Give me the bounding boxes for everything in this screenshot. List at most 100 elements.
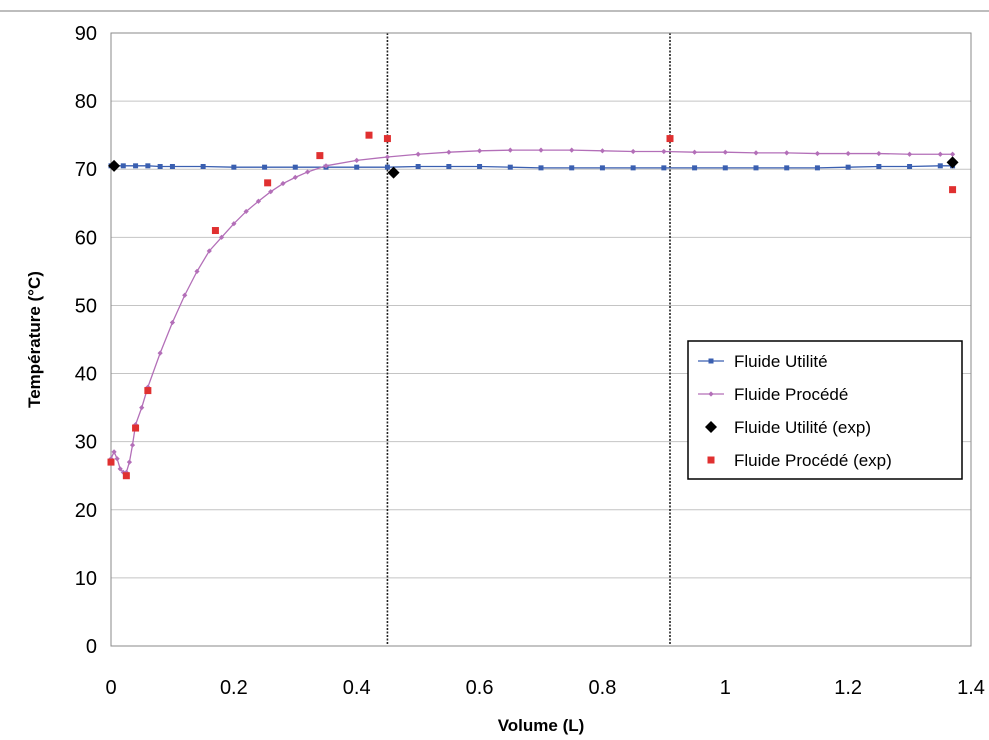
data-point	[264, 179, 272, 187]
y-tick-label: 60	[75, 227, 97, 249]
legend-swatch-marker	[708, 358, 714, 364]
y-tick-label: 10	[75, 568, 97, 590]
x-tick-label: 0.4	[343, 677, 371, 699]
y-tick-label: 70	[75, 159, 97, 181]
data-point	[316, 152, 324, 160]
data-point	[383, 135, 391, 143]
data-point	[599, 148, 606, 154]
x-tick-label: 0.8	[589, 677, 617, 699]
data-point	[120, 163, 126, 169]
data-point	[354, 157, 360, 163]
data-point	[507, 147, 513, 153]
data-point	[937, 163, 943, 169]
data-point	[907, 163, 913, 169]
data-point	[814, 150, 821, 157]
data-point	[169, 163, 175, 169]
data-point	[194, 268, 200, 274]
data-point	[446, 163, 452, 169]
y-tick-label: 50	[75, 295, 97, 317]
top-divider	[0, 10, 989, 12]
y-tick-label: 20	[75, 500, 97, 522]
data-point	[476, 148, 483, 154]
data-point	[255, 198, 262, 204]
x-axis-title: Volume (L)	[498, 716, 585, 735]
legend-label: Fluide Procédé	[734, 385, 848, 404]
data-point	[599, 165, 605, 171]
data-point	[384, 164, 390, 170]
x-tick-label: 1	[720, 677, 731, 699]
data-point	[144, 387, 152, 395]
data-point	[169, 319, 176, 326]
data-point	[949, 186, 957, 194]
data-point	[280, 180, 286, 187]
data-point	[200, 163, 206, 169]
y-tick-label: 40	[75, 364, 97, 386]
data-point	[122, 472, 130, 480]
data-point	[845, 150, 851, 157]
x-tick-label: 0	[105, 677, 116, 699]
data-point	[292, 164, 298, 170]
data-point	[446, 149, 452, 155]
data-point	[365, 131, 373, 139]
data-point	[661, 148, 667, 155]
y-tick-label: 30	[75, 432, 97, 454]
legend-label: Fluide Utilité (exp)	[734, 418, 871, 437]
data-point	[949, 151, 956, 157]
grid-layer	[111, 32, 971, 647]
x-tick-label: 1.2	[834, 677, 862, 699]
x-tick-label: 0.6	[466, 677, 494, 699]
data-point	[126, 459, 133, 465]
data-point	[206, 248, 212, 254]
data-point	[753, 165, 759, 171]
data-point	[107, 458, 115, 466]
data-point	[157, 350, 163, 356]
data-point	[268, 189, 274, 195]
data-point	[814, 165, 820, 171]
legend-swatch-marker	[708, 391, 714, 397]
data-point	[507, 164, 513, 170]
data-point	[876, 163, 882, 169]
legend-swatch-marker	[707, 456, 715, 464]
tick-layer: 0 10 20 30 40 50 60 70 80 90 0 0.2 0.4 0.6 0.8 1 1.2 1.4	[75, 23, 985, 699]
series-layer	[107, 131, 959, 480]
legend-label: Fluide Utilité	[734, 352, 828, 371]
data-point	[784, 150, 790, 156]
data-point	[784, 165, 790, 171]
y-axis-title: Température (°C)	[25, 271, 44, 408]
data-point	[114, 456, 120, 462]
data-point	[692, 165, 698, 171]
legend-item: Fluide Utilité	[698, 352, 828, 371]
data-point	[111, 449, 117, 455]
data-point	[231, 164, 237, 170]
series-line	[110, 149, 953, 473]
data-point	[323, 163, 329, 169]
data-point	[117, 466, 123, 472]
data-point	[132, 424, 140, 432]
data-point	[845, 164, 851, 170]
data-point	[630, 148, 636, 155]
data-point	[139, 405, 145, 411]
data-point	[691, 149, 698, 155]
legend-swatch-marker	[705, 421, 717, 433]
y-tick-label: 80	[75, 91, 97, 113]
data-point	[129, 442, 136, 448]
data-point	[569, 147, 575, 153]
data-point	[630, 165, 636, 171]
data-point	[415, 151, 421, 157]
data-point	[211, 227, 219, 235]
data-point	[108, 159, 121, 172]
data-point	[304, 169, 311, 175]
legend: Fluide Utilité Fluide Procédé Fluide Utili…	[687, 340, 963, 480]
legend-box	[687, 340, 963, 480]
plot-frame	[110, 32, 972, 647]
data-point	[292, 174, 298, 180]
data-point	[906, 151, 913, 157]
data-point	[415, 163, 421, 169]
legend-item: Fluide Procédé	[698, 385, 848, 404]
legend-label: Fluide Procédé (exp)	[734, 451, 892, 470]
data-point	[262, 164, 268, 170]
x-tick-label: 1.4	[957, 677, 985, 699]
series-3	[107, 131, 957, 480]
data-point	[722, 149, 728, 155]
